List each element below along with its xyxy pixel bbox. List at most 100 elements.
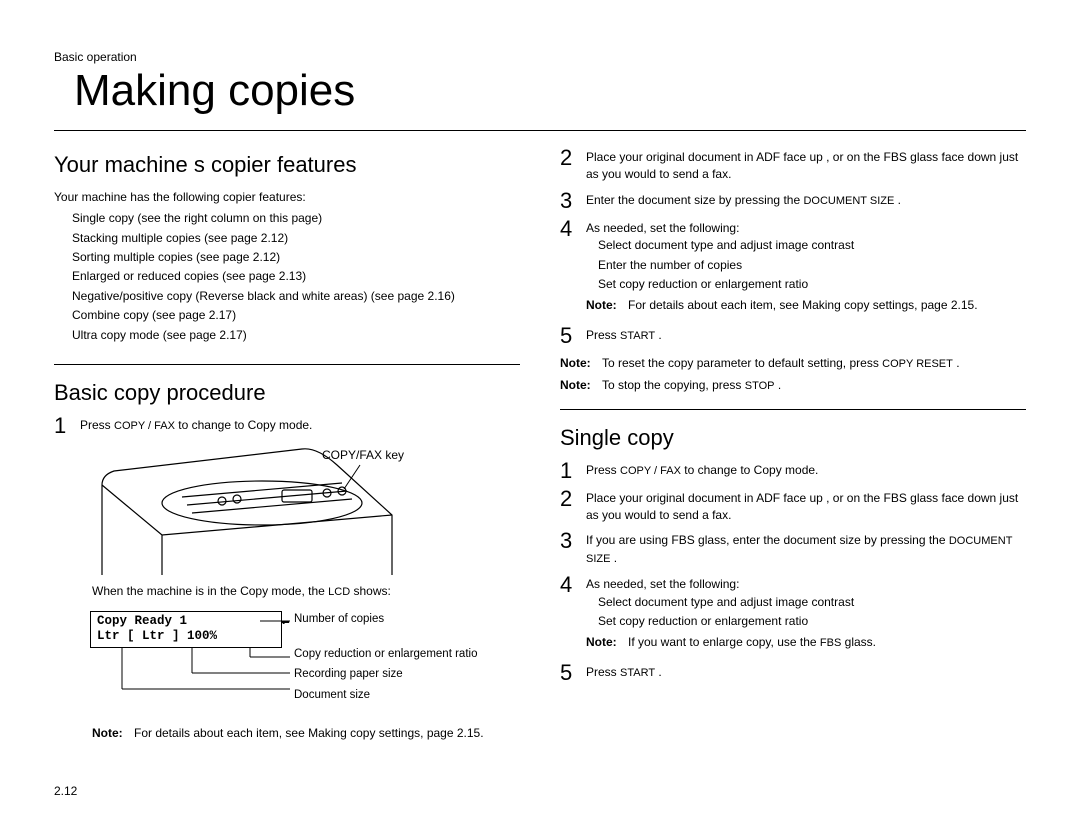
left-column: Your machine s copier features Your mach… — [54, 149, 520, 804]
step-body: Press COPY / FAX to change to Copy mode. — [586, 462, 1026, 480]
key-name: DOCUMENT SIZE — [803, 195, 894, 207]
step-number-5: 5 — [560, 325, 586, 347]
text: Press — [586, 665, 620, 679]
sub-items: Select document type and adjust image co… — [586, 237, 1026, 293]
lcd-legend-item: Document size — [294, 687, 477, 704]
note-text: For details about each item, see Making … — [628, 297, 978, 314]
step-5: 5 Press START . — [560, 327, 1026, 347]
key-label: COPY/FAX key — [322, 447, 404, 464]
text: glass. — [841, 635, 876, 649]
feature-item: Single copy (see the right column on thi… — [72, 210, 520, 227]
title-divider — [54, 130, 1026, 131]
text: As needed, set the following: — [586, 220, 1026, 237]
step-number-4: 4 — [560, 218, 586, 240]
key-name: FBS — [820, 637, 841, 649]
step-4: 4 As needed, set the following: Select d… — [560, 220, 1026, 319]
feature-item: Combine copy (see page 2.17) — [72, 307, 520, 324]
section-label: Basic operation — [54, 50, 1026, 64]
step-number-1: 1 — [54, 415, 80, 437]
text: Enter the document size by pressing the — [586, 193, 803, 207]
note-label: Note: — [560, 355, 602, 373]
machine-illustration: COPY/FAX key — [92, 445, 520, 575]
section-divider — [560, 409, 1026, 410]
text: . — [953, 356, 960, 370]
text: As needed, set the following: — [586, 576, 1026, 593]
step-body: As needed, set the following: Select doc… — [586, 576, 1026, 656]
step-body: As needed, set the following: Select doc… — [586, 220, 1026, 319]
note: Note: If you want to enlarge copy, use t… — [586, 634, 1026, 652]
key-name: COPY / FAX — [114, 420, 175, 432]
content-columns: Your machine s copier features Your mach… — [54, 149, 1026, 804]
step-number-4: 4 — [560, 574, 586, 596]
lcd-display-area: Copy Ready 1 Ltr [ Ltr ] 100% ← N — [64, 611, 520, 721]
lcd-legend-item: Recording paper size — [294, 666, 477, 683]
single-step-1: 1 Press COPY / FAX to change to Copy mod… — [560, 462, 1026, 482]
features-list: Single copy (see the right column on thi… — [54, 210, 520, 344]
features-heading: Your machine s copier features — [54, 149, 520, 181]
lcd-word: LCD — [328, 586, 350, 598]
printer-svg — [92, 445, 402, 575]
step-body: Press COPY / FAX to change to Copy mode. — [80, 417, 520, 435]
text: To reset the copy parameter to default s… — [602, 356, 882, 370]
text: If you want to enlarge copy, use the — [628, 635, 820, 649]
sub-item: Set copy reduction or enlargement ratio — [598, 276, 1026, 293]
note: Note: For details about each item, see M… — [586, 297, 1026, 314]
note-label: Note: — [586, 634, 628, 652]
feature-item: Sorting multiple copies (see page 2.12) — [72, 249, 520, 266]
feature-item: Negative/positive copy (Reverse black an… — [72, 288, 520, 305]
single-step-4: 4 As needed, set the following: Select d… — [560, 576, 1026, 656]
text: . — [655, 665, 662, 679]
text: When the machine is in the Copy mode, th… — [92, 584, 328, 598]
feature-item: Enlarged or reduced copies (see page 2.1… — [72, 268, 520, 285]
step-number-2: 2 — [560, 488, 586, 510]
note-text: To reset the copy parameter to default s… — [602, 355, 960, 373]
feature-item: Ultra copy mode (see page 2.17) — [72, 327, 520, 344]
key-name: STOP — [745, 380, 775, 392]
step-body: If you are using FBS glass, enter the do… — [586, 532, 1026, 568]
sub-item: Select document type and adjust image co… — [598, 237, 1026, 254]
step-body: Place your original document in ADF face… — [586, 490, 1026, 525]
text: . — [655, 328, 662, 342]
sub-items: Select document type and adjust image co… — [586, 594, 1026, 631]
basic-copy-heading: Basic copy procedure — [54, 377, 520, 409]
right-column: 2 Place your original document in ADF fa… — [560, 149, 1026, 804]
step-body: Place your original document in ADF face… — [586, 149, 1026, 184]
lcd-legend: Number of copies Copy reduction or enlar… — [294, 611, 477, 708]
text: Press — [586, 463, 620, 477]
step-body: Press START . — [586, 327, 1026, 345]
text: shows: — [350, 584, 391, 598]
text: If you are using FBS glass, enter the do… — [586, 533, 949, 547]
key-name: COPY RESET — [882, 358, 953, 370]
page-title: Making copies — [74, 66, 1026, 116]
features-intro: Your machine has the following copier fe… — [54, 189, 520, 206]
page-number: 2.12 — [54, 784, 77, 798]
feature-item: Stacking multiple copies (see page 2.12) — [72, 230, 520, 247]
note-label: Note: — [560, 377, 602, 395]
step-number-5: 5 — [560, 662, 586, 684]
step-body: Enter the document size by pressing the … — [586, 192, 1026, 210]
single-step-2: 2 Place your original document in ADF fa… — [560, 490, 1026, 525]
lcd-line-1: Copy Ready 1 — [97, 614, 275, 630]
lcd-intro: When the machine is in the Copy mode, th… — [92, 583, 520, 601]
text: . — [894, 193, 901, 207]
note-text: For details about each item, see Making … — [134, 725, 484, 742]
note: Note: For details about each item, see M… — [92, 725, 520, 742]
note-text: If you want to enlarge copy, use the FBS… — [628, 634, 876, 652]
key-name: COPY / FAX — [620, 465, 681, 477]
note-label: Note: — [92, 725, 134, 742]
sub-item: Enter the number of copies — [598, 257, 1026, 274]
step-number-1: 1 — [560, 460, 586, 482]
step-1: 1 Press COPY / FAX to change to Copy mod… — [54, 417, 520, 437]
note-text: To stop the copying, press STOP . — [602, 377, 781, 395]
note-label: Note: — [586, 297, 628, 314]
sub-item: Set copy reduction or enlargement ratio — [598, 613, 1026, 630]
section-divider — [54, 364, 520, 365]
text: Press — [586, 328, 620, 342]
step-number-3: 3 — [560, 530, 586, 552]
key-name: START — [620, 667, 655, 679]
text: . — [775, 378, 782, 392]
stop-note: Note: To stop the copying, press STOP . — [560, 377, 1026, 395]
single-step-3: 3 If you are using FBS glass, enter the … — [560, 532, 1026, 568]
reset-note: Note: To reset the copy parameter to def… — [560, 355, 1026, 373]
lcd-legend-item: Number of copies — [294, 611, 477, 628]
